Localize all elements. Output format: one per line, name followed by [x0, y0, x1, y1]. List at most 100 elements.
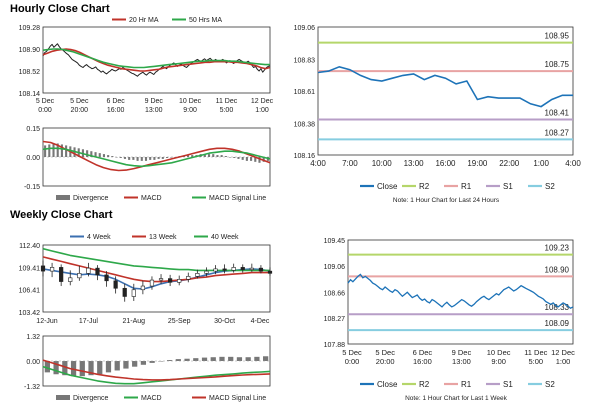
weekly-macd-divergence-bar: [44, 361, 50, 373]
weekly-close-x-tick: 11 Dec: [524, 348, 547, 357]
hourly-close-y-tick-label: 108.83: [294, 58, 316, 65]
weekly-candle-body: [68, 277, 73, 282]
hourly-close-y-tick-label: 108.38: [294, 122, 316, 129]
weekly-macd-divergence-bar: [88, 361, 94, 376]
hourly-close-frame: [317, 26, 574, 156]
weekly-macd-divergence-bar: [105, 361, 112, 373]
weekly-close-y-tick-label: 108.27: [324, 316, 346, 323]
weekly-candle-body: [104, 274, 109, 282]
hourly-macd-divergence-bar: [250, 157, 253, 161]
weekly-close-level-label: 108.90: [545, 265, 570, 274]
weekly-price-x-tick: 30-Oct: [214, 318, 235, 325]
weekly-price-x-tick: 4-Dec: [251, 318, 270, 325]
weekly-candle-body: [213, 268, 218, 272]
weekly-close-x-tick: 13:00: [452, 357, 471, 366]
hourly-macd-divergence-bar: [140, 157, 143, 161]
weekly-macd-divergence-bar: [132, 361, 138, 367]
weekly-macd-legend-label: Divergence: [73, 395, 109, 402]
weekly-macd-signal-line: [42, 359, 271, 381]
hourly-macd-line: [42, 140, 271, 172]
weekly-macd-divergence-bar: [228, 356, 234, 361]
weekly-close-level-label: 109.23: [545, 244, 570, 253]
weekly-candle-body: [168, 278, 173, 283]
weekly-close-x-tick: 9:00: [491, 357, 506, 366]
hourly-price-x-tick: 11 Dec: [216, 98, 238, 105]
hourly-price-x-tick: 6 Dec: [106, 98, 125, 105]
weekly-price-legend-label: 13 Week: [149, 234, 177, 241]
weekly-candle-body: [267, 270, 273, 274]
weekly-close-x-tick: 9 Dec: [452, 348, 472, 357]
hourly-close-x-tick: 4:00: [310, 159, 326, 168]
hourly-close-y-tick-label: 108.61: [294, 89, 316, 96]
hourly-price-y-tick-label: 108.52: [19, 69, 41, 76]
hourly-macd-divergence-bar: [98, 153, 101, 157]
weekly-candle-body: [177, 279, 182, 283]
hourly-macd-divergence-bar: [149, 157, 152, 160]
hourly-close-level-label: 108.41: [545, 108, 570, 117]
hourly-close-x-tick: 22:00: [499, 159, 520, 168]
weekly-close-frame: [347, 239, 574, 345]
weekly-candle-body: [186, 276, 191, 280]
weekly-candle-body: [222, 268, 227, 271]
hourly-macd-divergence-bar: [94, 152, 97, 157]
weekly-macd-divergence-bar: [193, 358, 199, 361]
weekly-macd-line: [42, 365, 271, 385]
weekly-section-title: Weekly Close Chart: [10, 209, 113, 221]
weekly-macd-divergence-bar: [201, 357, 208, 361]
hourly-macd-y-tick-label: -0.15: [24, 184, 40, 191]
weekly-candle-body: [59, 267, 64, 282]
hourly-close-note: Note: 1 Hour Chart for Last 24 Hours: [393, 197, 500, 204]
hourly-macd-divergence-bar: [237, 157, 240, 159]
weekly-macd-divergence-bar: [140, 361, 147, 365]
hourly-macd-divergence-bar: [153, 157, 156, 160]
weekly-candle-body: [40, 265, 46, 272]
weekly-macd-divergence-bar: [210, 357, 216, 361]
weekly-macd-divergence-bar: [245, 357, 251, 361]
weekly-macd-y-tick-label: -1.32: [24, 384, 40, 391]
hourly-macd-divergence-bar: [107, 155, 110, 157]
hourly-macd-divergence-bar: [224, 156, 227, 157]
weekly-40week-ma-line: [42, 247, 270, 272]
hourly-macd-divergence-bar: [161, 157, 164, 159]
weekly-candle-body: [140, 285, 145, 291]
hourly-macd-divergence-bar: [165, 157, 169, 158]
hourly-close-x-tick: 10:00: [372, 159, 393, 168]
hourly-macd-divergence-bar: [229, 157, 232, 158]
weekly-price-frame: [42, 244, 271, 313]
weekly-macd-y-tick-label: 1.32: [26, 334, 40, 341]
hourly-macd-divergence-bar: [207, 154, 211, 157]
weekly-price-x-tick: 21-Aug: [123, 318, 146, 325]
weekly-macd-divergence-bar: [62, 361, 68, 376]
hourly-macd-y-tick-label: 0.15: [26, 126, 40, 133]
weekly-macd-divergence-bar: [53, 361, 59, 375]
hourly-price-line: [42, 43, 271, 77]
weekly-close-legend-label: S2: [545, 380, 555, 389]
hourly-macd-divergence-bar: [123, 157, 127, 159]
hourly-price-frame: [42, 26, 271, 94]
weekly-candle-body: [195, 273, 200, 277]
weekly-macd-divergence-bar: [219, 356, 225, 361]
hourly-macd-divergence-bar: [241, 157, 244, 160]
weekly-close-level-label: 108.09: [545, 319, 570, 328]
hourly-macd-divergence-bar: [245, 157, 248, 161]
hourly-price-x-tick: 20:00: [71, 107, 89, 114]
hourly-macd-divergence-bar: [220, 155, 223, 157]
hourly-section-title: Hourly Close Chart: [10, 3, 110, 15]
hourly-macd-divergence-bar: [258, 157, 261, 163]
hourly-macd-divergence-bar: [262, 157, 265, 162]
weekly-close-x-tick: 10 Dec: [487, 348, 511, 357]
weekly-price-x-tick: 12-Jun: [36, 318, 58, 325]
weekly-close-y-tick-label: 109.06: [324, 264, 346, 271]
hourly-macd-divergence-bar: [56, 143, 59, 157]
hourly-close-x-tick: 7:00: [342, 159, 358, 168]
weekly-close-y-tick-label: 108.66: [324, 290, 346, 297]
hourly-macd-divergence-bar: [216, 155, 219, 157]
weekly-4week-ma-line: [42, 268, 271, 290]
hourly-macd-divergence-bar: [170, 157, 173, 158]
weekly-close-x-tick: 6 Dec: [413, 348, 433, 357]
hourly-close-y-tick-label: 108.16: [294, 153, 316, 160]
hourly-close-x-tick: 13:00: [404, 159, 425, 168]
hourly-macd-divergence-bar: [191, 155, 194, 157]
hourly-macd-divergence-bar: [48, 144, 51, 157]
weekly-close-x-tick: 5 Dec: [375, 348, 395, 357]
